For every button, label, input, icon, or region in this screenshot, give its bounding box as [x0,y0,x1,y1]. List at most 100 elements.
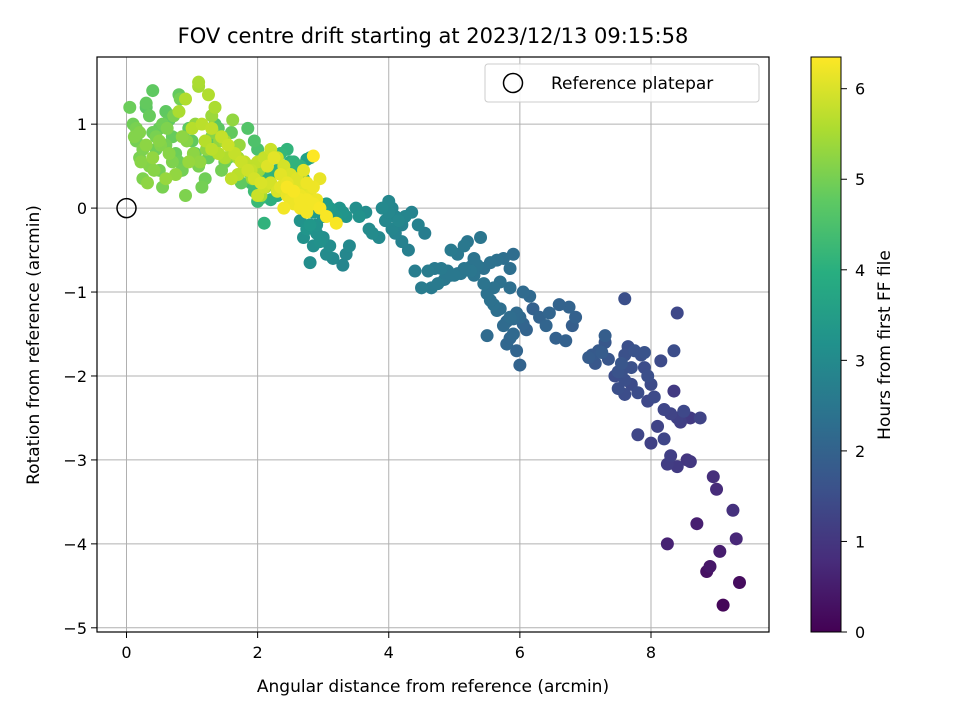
legend-entry-reference-platepar: Reference platepar [551,74,713,94]
data-points [123,75,746,612]
data-point [140,176,154,190]
data-point [457,262,471,276]
data-point [277,201,291,215]
data-point [503,310,517,324]
data-point [647,390,661,404]
data-point [329,216,343,230]
data-point [628,344,642,358]
data-point [392,214,406,228]
legend-marker-icon [502,72,524,94]
data-point [142,109,156,123]
data-point [175,130,189,144]
data-point [614,356,628,370]
data-point [208,100,222,114]
y-axis-label: Rotation from reference (arcmin) [24,205,44,485]
data-point [192,75,206,89]
x-tick-label: 4 [384,643,394,662]
data-point [182,155,196,169]
data-point [287,184,301,198]
data-point [267,151,281,165]
y-tick-label: −4 [63,535,87,554]
data-point [474,230,488,244]
data-point [247,134,261,148]
data-point [562,300,576,314]
data-point [503,262,517,276]
plot-frame [96,56,770,633]
colorbar-ticks: 0 1 2 3 4 5 6 [841,80,865,642]
data-point [297,163,311,177]
data-point [139,138,153,152]
data-point [710,482,724,496]
data-point [146,151,160,165]
data-point [651,419,665,433]
data-point [162,147,176,161]
colorbar-tick-label: 0 [855,623,865,642]
data-point [179,189,193,203]
data-point [146,84,160,98]
data-point [306,149,320,163]
data-point [670,460,684,474]
data-point [654,354,668,368]
data-point [352,209,366,223]
data-point [300,205,314,219]
colorbar-tick-label: 1 [855,532,865,551]
colorbar-tick-label: 2 [855,442,865,461]
data-point [690,517,704,531]
data-point [375,201,389,215]
data-point [506,247,520,261]
data-point [241,121,255,135]
colorbar-tick-label: 6 [855,80,865,99]
data-point [670,306,684,320]
data-point [706,470,720,484]
data-point [683,455,697,469]
data-point [362,222,376,236]
data-point [415,281,429,295]
data-point [342,239,356,253]
data-point [595,345,609,359]
x-tick-label: 6 [515,643,525,662]
data-point [713,544,727,558]
x-axis-label: Angular distance from reference (arcmin) [257,677,609,697]
colorbar-label: Hours from first FF file [875,250,895,440]
data-point [160,121,174,135]
x-tick-label: 0 [121,643,131,662]
y-tick-label: −3 [63,451,87,470]
data-point [300,176,314,190]
data-point [667,344,681,358]
data-point [195,180,209,194]
data-point [444,268,458,282]
data-point [641,369,655,383]
data-point [657,403,671,417]
data-point [224,172,238,186]
data-point [503,281,517,295]
y-tick-label: 1 [77,115,87,134]
y-tick-label: −5 [63,619,87,638]
data-point [660,537,674,551]
colorbar: 0 1 2 3 4 5 6 Hours from first FF file [810,56,895,642]
data-point [664,449,678,463]
data-point [205,121,219,135]
data-point [716,598,730,612]
data-point [539,319,553,333]
data-point [147,163,161,177]
data-point [134,155,148,169]
data-point [257,216,271,230]
data-point [703,560,717,574]
data-point [477,277,491,291]
data-point [631,386,645,400]
data-point [618,292,632,306]
data-point [542,306,556,320]
data-point [667,384,681,398]
x-axis: 0 2 4 6 8 [121,632,656,662]
data-point [201,88,215,102]
data-point [637,345,651,359]
data-point [631,428,645,442]
data-point [287,155,301,169]
reference-platepar-marker [116,197,137,219]
data-point [569,310,583,324]
data-point [467,251,481,265]
data-point [644,436,658,450]
y-tick-label: −2 [63,367,87,386]
data-point [726,503,740,517]
